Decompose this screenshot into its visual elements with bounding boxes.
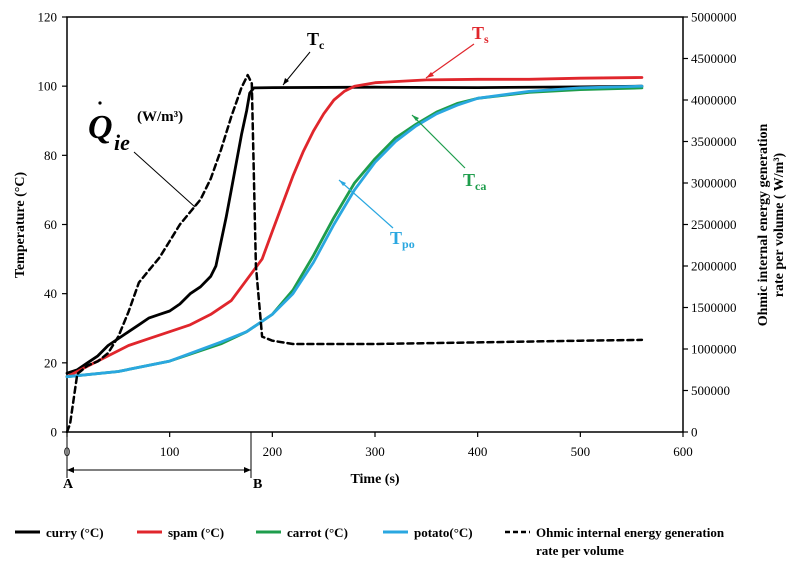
series-layer [65,73,644,434]
tc-label: Tc [307,29,325,52]
y-tick-label: 60 [44,217,57,232]
y2-tick-label: 4500000 [691,51,737,66]
legend-label-ohmic-line2: rate per volume [536,543,624,558]
series-potato-line [65,84,644,379]
y2-tick-label: 1500000 [691,300,737,315]
ab-bracket: A B [63,432,262,492]
y2-tick-label: 500000 [691,383,730,398]
y2-tick-label: 4000000 [691,93,737,108]
label-b: B [253,477,262,492]
legend-label-curry: curry (°C) [46,525,104,540]
y-tick-label: 120 [38,10,58,25]
x-tick-label: 200 [263,444,283,459]
y-axis-title: Temperature (°C) [13,172,28,279]
x-tick-label: 500 [571,444,591,459]
tca-arrow [411,114,466,169]
series-curry-line [65,84,644,375]
y2-axis-title-line1: Ohmic internal energy generation [756,123,771,326]
x-tick-label: 300 [365,444,385,459]
legend: curry (°C) spam (°C) carrot (°C) potato(… [15,525,725,558]
tpo-label: Tpo [390,228,415,251]
series-carrot-line [65,86,644,379]
legend-label-spam: spam (°C) [168,525,224,540]
legend-item-ohmic: Ohmic internal energy generation rate pe… [505,525,725,558]
y2-tick-label: 2000000 [691,259,737,274]
ab-right-arrowhead [244,467,251,473]
qdot-dot [98,101,102,105]
y2-tick-label: 3000000 [691,176,737,191]
qdot-annotation: Q ie (W/m³) [88,101,196,208]
y-tick-label: 20 [44,355,57,370]
ts-arrowhead [426,72,434,78]
y2-axis-title-line2: rate per volume ( W/m³) [772,152,787,297]
tc-arrowhead [283,78,289,85]
tca-annotation: Tca [411,114,486,193]
qdot-label: Q [88,109,113,146]
legend-item-spam: spam (°C) [137,525,224,540]
y-tick-label: 80 [44,148,57,163]
series-ohmic-line [65,73,644,434]
legend-label-ohmic-line1: Ohmic internal energy generation [536,525,725,540]
left-axis-ticks: 0 20 40 60 80 100 120 [38,10,67,440]
tpo-arrowhead [339,180,346,186]
right-axis-ticks: 0 500000 1000000 1500000 2000000 2500000 30000… [683,10,737,440]
qdot-unit: (W/m³) [137,109,183,125]
y2-tick-label: 0 [691,425,698,440]
ab-left-arrowhead [67,467,74,473]
tpo-annotation: Tpo [338,179,415,251]
legend-item-curry: curry (°C) [15,525,104,540]
legend-item-carrot: carrot (°C) [256,525,348,540]
tc-annotation: Tc [282,29,325,86]
qdot-subscript: ie [114,130,130,155]
y2-tick-label: 2500000 [691,217,737,232]
legend-label-carrot: carrot (°C) [287,525,348,540]
y2-tick-label: 5000000 [691,10,737,25]
qdot-arrow [133,151,196,208]
series-spam-line [65,76,644,379]
x-tick-label: 400 [468,444,488,459]
x-tick-label: 600 [673,444,693,459]
x-axis-title: Time (s) [350,472,399,487]
legend-item-potato: potato(°C) [383,525,473,540]
y-tick-label: 100 [38,79,58,94]
ts-annotation: Ts [425,23,489,79]
tca-arrowhead [412,115,419,121]
x-tick-label: 100 [160,444,180,459]
legend-label-potato: potato(°C) [414,525,473,540]
tca-label: Tca [463,170,486,193]
tpo-arrow [338,179,394,229]
ts-label: Ts [472,23,489,46]
y-tick-label: 40 [44,286,57,301]
ts-arrow [425,43,475,79]
y2-tick-label: 3500000 [691,134,737,149]
tc-arrow [282,51,311,86]
y-tick-label: 0 [51,425,58,440]
y2-tick-label: 1000000 [691,342,737,357]
label-a: A [63,477,74,492]
